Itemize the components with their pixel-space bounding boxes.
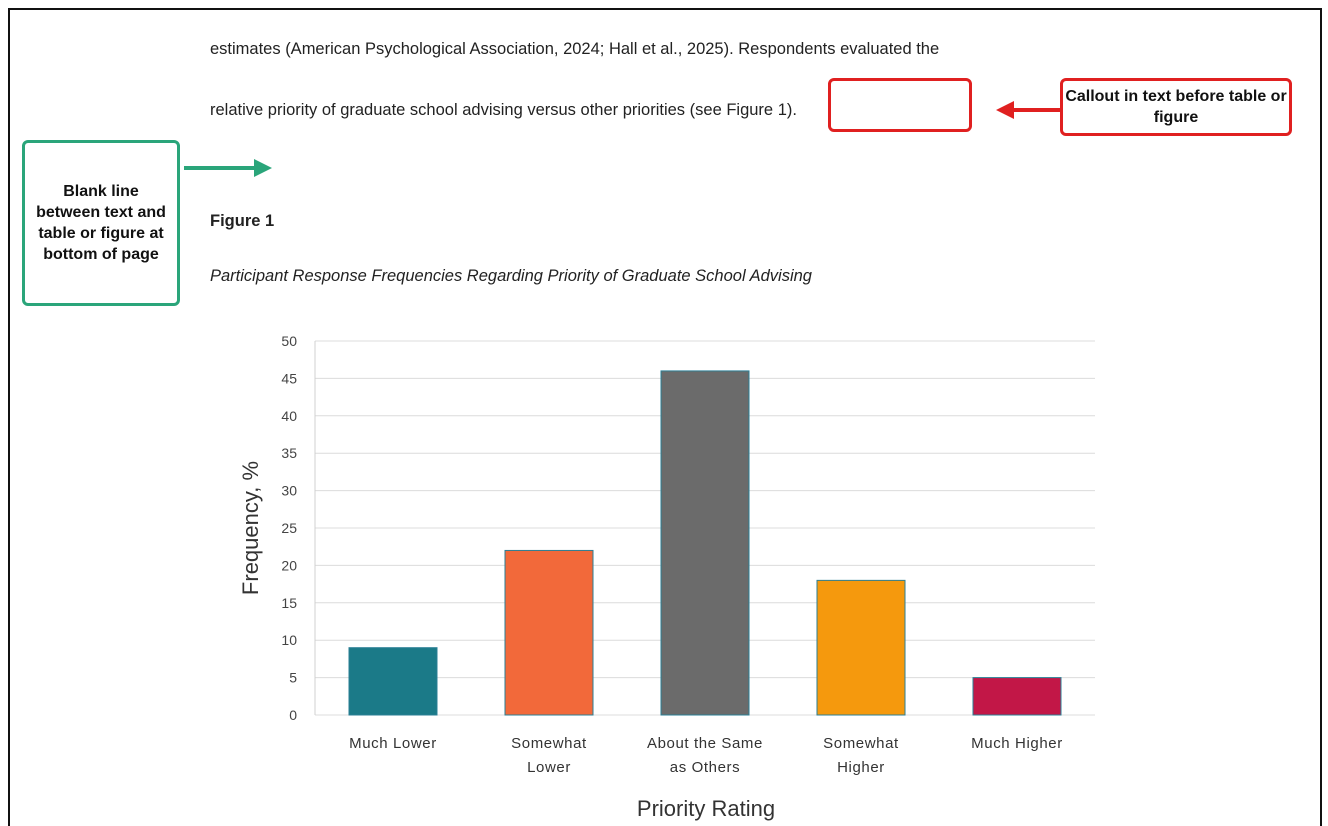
paragraph-line: estimates (American Psychological Associ… xyxy=(210,40,940,58)
y-axis-label: Frequency, % xyxy=(238,461,263,595)
y-tick-label: 40 xyxy=(281,408,297,424)
figure-label: Figure 1 xyxy=(210,212,275,230)
text: relative priority of graduate school adv… xyxy=(210,101,686,119)
text: . xyxy=(792,101,797,119)
y-tick-label: 35 xyxy=(281,445,297,461)
bar xyxy=(972,677,1062,716)
x-tick-label: Much Lower xyxy=(349,735,437,752)
y-tick-label: 15 xyxy=(281,595,297,611)
bar xyxy=(816,579,906,716)
x-tick-label: Somewhat Lower xyxy=(511,735,587,776)
x-tick-label: Somewhat Higher xyxy=(823,735,899,776)
callout-note: Callout in text before table or figure xyxy=(1060,78,1292,136)
bar xyxy=(348,647,438,716)
y-tick-label: 30 xyxy=(281,483,297,499)
y-tick-label: 10 xyxy=(281,632,297,648)
x-tick-label: About the Same as Others xyxy=(647,735,763,776)
red-arrow xyxy=(996,101,1060,119)
callout-highlight xyxy=(828,78,972,132)
x-tick-label: Much Higher xyxy=(971,735,1063,752)
y-tick-label: 5 xyxy=(289,670,297,686)
y-tick-label: 20 xyxy=(281,557,297,573)
figure-title: Participant Response Frequencies Regardi… xyxy=(210,267,812,285)
blank-line-note: Blank line between text and table or fig… xyxy=(22,140,180,306)
callout-text: (see Figure 1) xyxy=(689,101,793,119)
paragraph-line: relative priority of graduate school adv… xyxy=(210,101,797,120)
x-axis-label: Priority Rating xyxy=(637,796,775,821)
page-frame xyxy=(8,8,1322,826)
y-tick-label: 25 xyxy=(281,520,297,536)
green-arrow xyxy=(184,159,272,177)
bar xyxy=(660,370,750,716)
y-tick-label: 45 xyxy=(281,370,297,386)
bar xyxy=(504,549,594,716)
y-tick-label: 0 xyxy=(289,707,297,723)
y-tick-label: 50 xyxy=(281,333,297,349)
